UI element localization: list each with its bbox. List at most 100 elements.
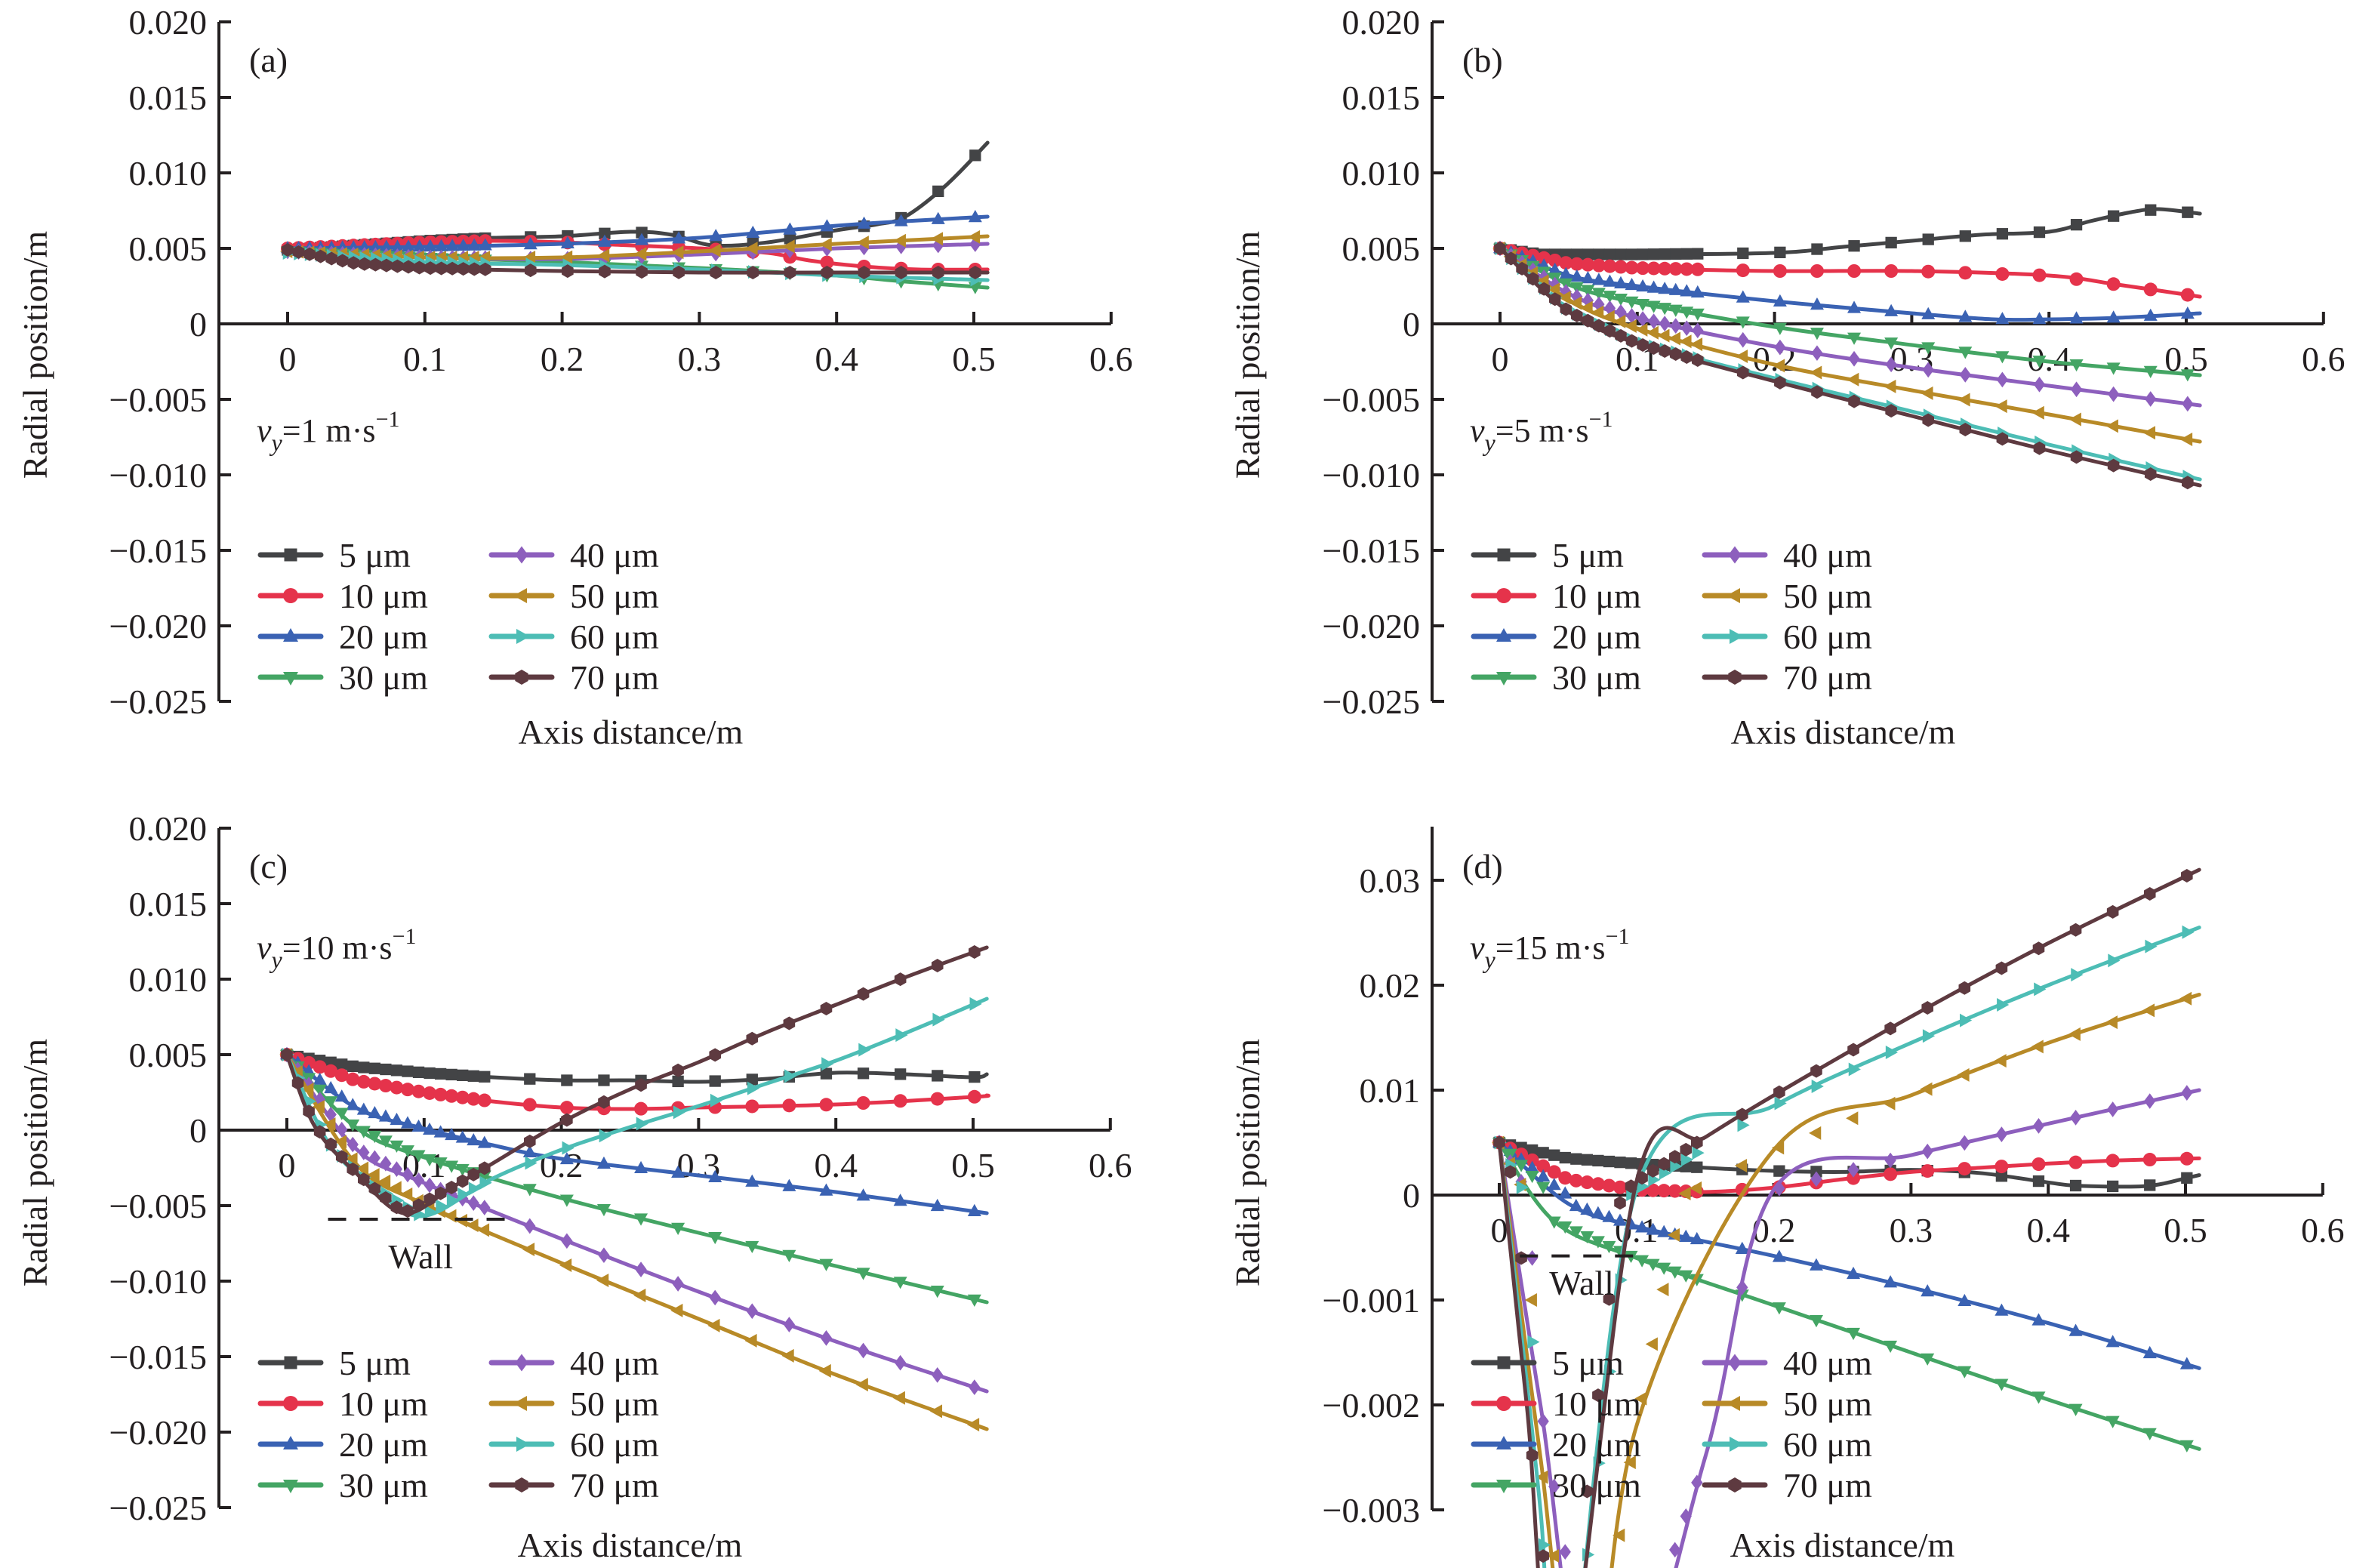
- data-point: [1995, 1303, 2009, 1316]
- data-point: [636, 1117, 648, 1131]
- data-point: [967, 230, 981, 244]
- legend-item: 30 μm: [257, 1466, 428, 1505]
- data-point: [1884, 1275, 1898, 1288]
- data-point: [819, 1258, 833, 1271]
- data-point: [819, 1183, 833, 1196]
- data-point: [2069, 1110, 2082, 1126]
- series-line: [1497, 1088, 2201, 1568]
- data-point: [1516, 1180, 1529, 1194]
- data-point: [1921, 1284, 1935, 1297]
- data-point: [368, 239, 383, 253]
- data-point: [1736, 1107, 1748, 1122]
- data-point: [2107, 458, 2120, 473]
- legend-item: 5 μm: [257, 536, 411, 575]
- data-point: [359, 257, 371, 271]
- data-point: [1737, 247, 1749, 260]
- data-point: [411, 1084, 426, 1098]
- data-point: [1559, 266, 1573, 279]
- data-point: [2145, 939, 2158, 953]
- data-point: [402, 260, 414, 274]
- legend-label: 70 μm: [570, 1466, 659, 1505]
- data-point: [821, 241, 833, 257]
- data-point: [524, 1218, 536, 1234]
- data-point: [433, 1125, 448, 1138]
- data-point: [358, 1172, 370, 1187]
- data-point: [302, 1055, 316, 1070]
- data-point: [424, 1205, 437, 1219]
- data-point: [966, 1418, 980, 1432]
- data-point: [391, 259, 404, 273]
- data-point: [745, 242, 758, 256]
- data-point: [1885, 236, 1897, 249]
- data-point: [1615, 328, 1627, 343]
- legend-marker: [1728, 1354, 1742, 1372]
- data-point: [1514, 1160, 1529, 1172]
- legend-label: 70 μm: [570, 658, 659, 697]
- data-point: [1773, 322, 1787, 335]
- data-point: [1670, 318, 1682, 334]
- legend-marker: [516, 629, 530, 644]
- data-point: [746, 1303, 758, 1320]
- series-line: [1497, 1141, 2201, 1451]
- data-point: [1885, 356, 1897, 373]
- data-point: [1809, 1126, 1822, 1140]
- data-point: [368, 1077, 382, 1091]
- series-20m: [1493, 241, 2202, 325]
- legend-item: 50 μm: [1702, 1385, 1872, 1423]
- x-tick-label: 0: [279, 1146, 296, 1184]
- data-point: [301, 1083, 314, 1097]
- data-point: [1997, 997, 2010, 1012]
- data-point: [1548, 1478, 1560, 1495]
- data-point: [1772, 1302, 1786, 1315]
- data-point: [969, 236, 981, 252]
- data-point: [634, 1213, 648, 1226]
- data-point: [821, 266, 833, 279]
- data-point: [1591, 288, 1606, 300]
- data-point: [562, 1141, 574, 1155]
- legend-item: 20 μm: [257, 1425, 428, 1464]
- data-point: [436, 1199, 448, 1213]
- data-point: [325, 1107, 337, 1123]
- data-point: [1773, 1165, 1785, 1177]
- data-point: [356, 1074, 371, 1089]
- data-point: [2145, 391, 2157, 407]
- data-point: [633, 1288, 646, 1302]
- data-point: [334, 1068, 349, 1083]
- data-point: [1809, 1258, 1823, 1271]
- data-point: [1668, 331, 1681, 346]
- x-tick-label: 0.3: [678, 340, 722, 378]
- data-point: [710, 266, 722, 279]
- data-point: [2107, 210, 2120, 222]
- data-point: [1680, 320, 1693, 337]
- data-point: [1922, 413, 1935, 427]
- data-point: [2068, 1027, 2081, 1041]
- data-point: [400, 1188, 413, 1202]
- data-point: [2182, 206, 2194, 218]
- data-point: [1603, 324, 1616, 338]
- data-point: [1603, 259, 1617, 273]
- legend-marker: [283, 1396, 298, 1411]
- data-point: [1582, 313, 1594, 328]
- data-point: [1691, 1161, 1703, 1173]
- data-point: [1958, 1366, 1972, 1379]
- data-point: [895, 1028, 908, 1043]
- data-point: [313, 1072, 327, 1085]
- y-tick-label: 0.010: [129, 960, 208, 999]
- data-point: [634, 1160, 648, 1174]
- data-point: [1657, 1184, 1671, 1198]
- data-point: [1646, 1222, 1660, 1235]
- data-point: [2106, 362, 2121, 375]
- data-point: [412, 239, 427, 252]
- data-point: [1602, 1240, 1616, 1254]
- data-point: [400, 1083, 414, 1097]
- data-point: [747, 266, 759, 279]
- data-point: [2106, 1101, 2119, 1117]
- data-point: [2032, 1118, 2045, 1134]
- data-point: [1603, 274, 1617, 287]
- data-point: [1614, 1196, 1626, 1210]
- y-tick-label: 0.02: [1360, 966, 1421, 1005]
- y-tick-label: 0.020: [129, 3, 208, 42]
- panel-label: (d): [1462, 847, 1503, 886]
- series-10m: [1492, 1135, 2201, 1199]
- data-point: [857, 1342, 870, 1359]
